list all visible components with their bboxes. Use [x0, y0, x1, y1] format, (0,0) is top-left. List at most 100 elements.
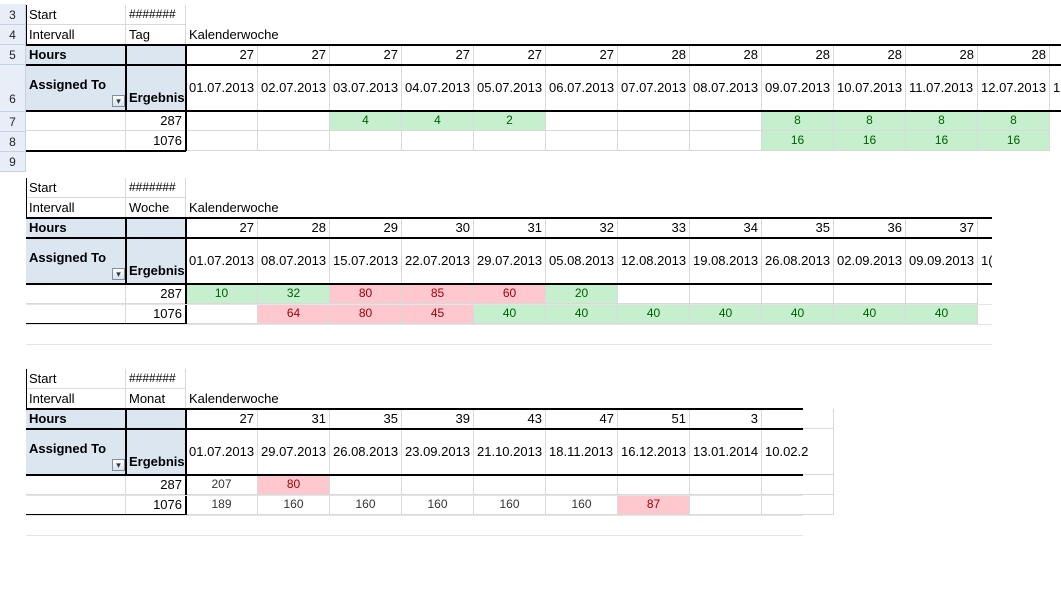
block2-data-cell[interactable]: 80 — [330, 284, 402, 304]
block3-data-cell[interactable] — [330, 475, 402, 495]
block2-data-cell[interactable]: 40 — [834, 304, 906, 324]
block2-data-cell[interactable]: 10 — [186, 284, 258, 304]
block3-data-cell[interactable] — [546, 475, 618, 495]
block2-week-header: 27 — [186, 218, 258, 238]
filter-dropdown-icon[interactable]: ▾ — [112, 95, 125, 107]
block2-data-cell[interactable] — [834, 284, 906, 304]
block2-data-cell[interactable]: 85 — [402, 284, 474, 304]
block1-border-line — [26, 44, 1061, 46]
block2-data-cell[interactable]: 64 — [258, 304, 330, 324]
block3-border-line — [185, 409, 187, 515]
block3-data-cell[interactable]: 160 — [402, 495, 474, 515]
block2-hours-blank — [126, 218, 186, 238]
block3-row-label-blank — [26, 495, 126, 515]
block1-data-cell[interactable] — [186, 131, 258, 151]
block1-data-cell[interactable] — [618, 111, 690, 131]
block2-data-cell[interactable]: 20 — [546, 284, 618, 304]
block1-data-cell[interactable] — [546, 131, 618, 151]
block1-data-cell[interactable] — [258, 111, 330, 131]
block3-data-cell[interactable]: 160 — [546, 495, 618, 515]
block1-data-cell[interactable]: 16 — [834, 131, 906, 151]
block3-date-header: 21.10.2013 — [474, 429, 546, 475]
row-number[interactable]: 7 — [0, 112, 25, 132]
block2-data-cell[interactable]: 40 — [474, 304, 546, 324]
block3-data-cell[interactable] — [402, 475, 474, 495]
block2-data-cell[interactable]: 40 — [906, 304, 978, 324]
block1-ergebnis-header: Ergebnis — [126, 65, 186, 111]
block1-data-cell[interactable] — [402, 131, 474, 151]
block3-data-cell[interactable] — [474, 475, 546, 495]
block1-border-line — [185, 45, 187, 151]
block3-week-header: 51 — [618, 409, 690, 429]
block1-row-label-blank — [26, 131, 126, 151]
block2-data-cell[interactable]: 40 — [762, 304, 834, 324]
block2-data-cell[interactable]: 40 — [546, 304, 618, 324]
block1-data-cell[interactable] — [618, 131, 690, 151]
block1-data-cell[interactable]: 8 — [906, 111, 978, 131]
block1-border-line — [26, 110, 1061, 112]
block2-border-line — [26, 237, 992, 239]
block3-data-cell[interactable]: 80 — [258, 475, 330, 495]
block2-hours-label: Hours — [26, 218, 126, 238]
block2-data-cell[interactable]: 45 — [402, 304, 474, 324]
block3-data-cell[interactable]: 160 — [258, 495, 330, 515]
block2-data-cell[interactable] — [906, 284, 978, 304]
block1-data-cell[interactable] — [474, 131, 546, 151]
block1-data-cell[interactable]: 8 — [762, 111, 834, 131]
block2-data-cell[interactable] — [618, 284, 690, 304]
block3-data-cell[interactable]: 160 — [474, 495, 546, 515]
row-number[interactable]: 9 — [0, 152, 25, 172]
block2-data-cell[interactable] — [762, 284, 834, 304]
block3-data-cell[interactable] — [690, 475, 762, 495]
block3-week-header: 35 — [330, 409, 402, 429]
block3-data-cell[interactable]: 207 — [186, 475, 258, 495]
filter-dropdown-icon[interactable]: ▾ — [112, 268, 125, 280]
block2-data-cell[interactable]: 60 — [474, 284, 546, 304]
block3-row-id: 1076 — [126, 495, 186, 515]
block1-date-header: 11.07.2013 — [906, 65, 978, 111]
block2-border-line — [26, 217, 992, 219]
empty-grid-row — [26, 304, 992, 305]
block3-data-cell[interactable] — [762, 475, 834, 495]
block2-data-cell[interactable] — [690, 284, 762, 304]
block1-data-cell[interactable]: 16 — [906, 131, 978, 151]
block2-ergebnis-header: Ergebnis — [126, 238, 186, 284]
block2-data-cell[interactable]: 80 — [330, 304, 402, 324]
block1-date-header: 10.07.2013 — [834, 65, 906, 111]
block2-date-header: 29.07.2013 — [474, 238, 546, 284]
block1-data-cell[interactable] — [330, 131, 402, 151]
block1-border-line — [26, 5, 27, 45]
block2-data-cell[interactable]: 32 — [258, 284, 330, 304]
block1-data-cell[interactable] — [690, 131, 762, 151]
row-number[interactable]: 5 — [0, 45, 25, 65]
block1-data-cell[interactable]: 8 — [834, 111, 906, 131]
block3-data-cell[interactable] — [762, 495, 834, 515]
block2-data-cell[interactable] — [186, 304, 258, 324]
block2-data-cell[interactable]: 40 — [690, 304, 762, 324]
block3-data-cell[interactable]: 87 — [618, 495, 690, 515]
row-number[interactable]: 4 — [0, 25, 25, 45]
block1-data-cell[interactable] — [546, 111, 618, 131]
block1-data-cell[interactable] — [258, 131, 330, 151]
block1-date-header: 1 — [1050, 65, 1061, 111]
row-number[interactable]: 3 — [0, 5, 25, 25]
block1-border-line — [26, 150, 186, 152]
block1-week-header: 28 — [978, 45, 1050, 65]
block1-data-cell[interactable] — [186, 111, 258, 131]
block2-intervall-label: Intervall — [26, 198, 126, 218]
block3-data-cell[interactable]: 160 — [330, 495, 402, 515]
block1-data-cell[interactable]: 4 — [402, 111, 474, 131]
filter-dropdown-icon[interactable]: ▾ — [112, 459, 125, 471]
block1-data-cell[interactable]: 16 — [978, 131, 1050, 151]
block1-data-cell[interactable]: 16 — [762, 131, 834, 151]
block1-data-cell[interactable]: 2 — [474, 111, 546, 131]
block1-data-cell[interactable]: 8 — [978, 111, 1050, 131]
block3-data-cell[interactable] — [690, 495, 762, 515]
block1-data-cell[interactable]: 4 — [330, 111, 402, 131]
block2-data-cell[interactable]: 40 — [618, 304, 690, 324]
block3-data-cell[interactable]: 189 — [186, 495, 258, 515]
row-number[interactable]: 8 — [0, 132, 25, 152]
block3-data-cell[interactable] — [618, 475, 690, 495]
row-number[interactable]: 6 — [0, 65, 25, 112]
block1-data-cell[interactable] — [690, 111, 762, 131]
